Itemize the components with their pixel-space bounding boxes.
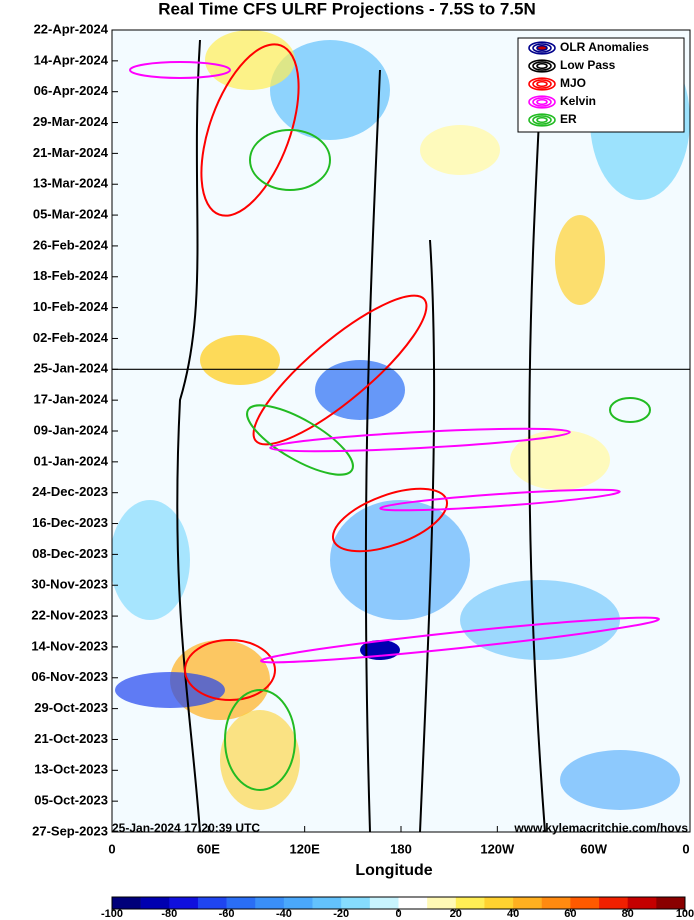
y-tick-label: 26-Feb-2024 [33,237,109,252]
legend-icon [536,44,548,52]
colorbar-cell [627,897,657,909]
legend-label: Kelvin [560,94,596,108]
y-tick-label: 05-Mar-2024 [33,207,109,222]
legend-icon [528,59,556,73]
legend-icon [528,113,556,127]
colorbar-cell [513,897,543,909]
legend-icon [528,95,556,109]
colorbar-cell [427,897,457,909]
colorbar-cell [226,897,256,909]
colorbar-tick-label: -100 [101,908,123,920]
x-tick-label: 60E [197,841,220,856]
y-tick-label: 14-Nov-2023 [31,638,108,653]
legend-icon [532,79,552,89]
y-tick-label: 13-Mar-2024 [33,176,109,191]
y-tick-label: 27-Sep-2023 [32,823,108,838]
y-tick-label: 13-Oct-2023 [34,762,108,777]
x-tick-label: 60W [580,841,607,856]
y-tick-label: 02-Feb-2024 [33,330,109,345]
y-tick-label: 22-Nov-2023 [31,608,108,623]
colorbar-cell [197,897,227,909]
y-tick-label: 01-Jan-2024 [34,453,109,468]
x-tick-label: 180 [390,841,412,856]
colorbar-cell [255,897,285,909]
y-tick-label: 25-Jan-2024 [34,361,109,376]
field-background [112,30,690,832]
colorbar-cell [312,897,342,909]
y-tick-label: 05-Oct-2023 [34,793,108,808]
colorbar-cell [369,897,399,909]
colorbar-cell [112,897,141,909]
y-tick-label: 24-Dec-2023 [32,484,108,499]
colorbar-tick-label: -40 [276,908,292,920]
colorbar-cell [541,897,571,909]
colorbar-tick-label: 100 [676,908,694,920]
legend-icon [532,43,552,53]
legend-label: MJO [560,76,586,90]
y-tick-label: 22-Apr-2024 [34,21,109,36]
source-url: www.kylemacritchie.com/hovs [513,821,688,835]
colorbar-tick-label: 60 [564,908,576,920]
legend-icon [528,41,556,55]
colorbar-tick-label: -60 [219,908,235,920]
timestamp: 25-Jan-2024 17:20:39 UTC [112,821,260,835]
y-tick-label: 14-Apr-2024 [34,52,109,67]
y-tick-label: 10-Feb-2024 [33,299,109,314]
x-tick-label: 0 [682,841,689,856]
y-tick-label: 29-Mar-2024 [33,114,109,129]
y-tick-label: 06-Apr-2024 [34,83,109,98]
y-tick-label: 08-Dec-2023 [32,546,108,561]
y-tick-label: 30-Nov-2023 [31,577,108,592]
legend-icon [536,80,548,88]
colorbar-tick-label: -20 [333,908,349,920]
legend-label: OLR Anomalies [560,40,649,54]
colorbar-cell [455,897,485,909]
colorbar-cell [169,897,199,909]
x-axis-label: Longitude [355,862,432,879]
colorbar-tick-label: 40 [507,908,519,920]
y-tick-label: 18-Feb-2024 [33,268,109,283]
colorbar-cell [570,897,600,909]
colorbar-cell [484,897,514,909]
colorbar-tick-label: 20 [450,908,462,920]
y-tick-label: 21-Mar-2024 [33,145,109,160]
x-tick-label: 0 [108,841,115,856]
colorbar-cell [140,897,170,909]
legend-icon [528,77,556,91]
x-tick-label: 120E [289,841,320,856]
legend-icon [536,116,548,124]
x-tick-label: 120W [480,841,515,856]
y-tick-label: 29-Oct-2023 [34,700,108,715]
legend-label: Low Pass [560,58,616,72]
y-tick-label: 06-Nov-2023 [31,669,108,684]
colorbar-tick-label: 0 [395,908,401,920]
colorbar-cell [341,897,371,909]
colorbar-cell [599,897,628,909]
legend-icon [536,62,548,70]
colorbar-tick-label: -80 [161,908,177,920]
legend-icon [536,98,548,106]
colorbar-cell [656,897,686,909]
legend-icon [532,97,552,107]
chart-title: Real Time CFS ULRF Projections - 7.5S to… [158,0,536,18]
colorbar-cell [283,897,313,909]
y-tick-label: 09-Jan-2024 [34,422,109,437]
y-tick-label: 17-Jan-2024 [34,392,109,407]
legend-label: ER [560,112,577,126]
colorbar-cell [398,897,428,909]
y-tick-label: 16-Dec-2023 [32,515,108,530]
colorbar-tick-label: 80 [622,908,634,920]
y-tick-label: 21-Oct-2023 [34,731,108,746]
legend-icon [532,61,552,71]
legend-icon [532,115,552,125]
